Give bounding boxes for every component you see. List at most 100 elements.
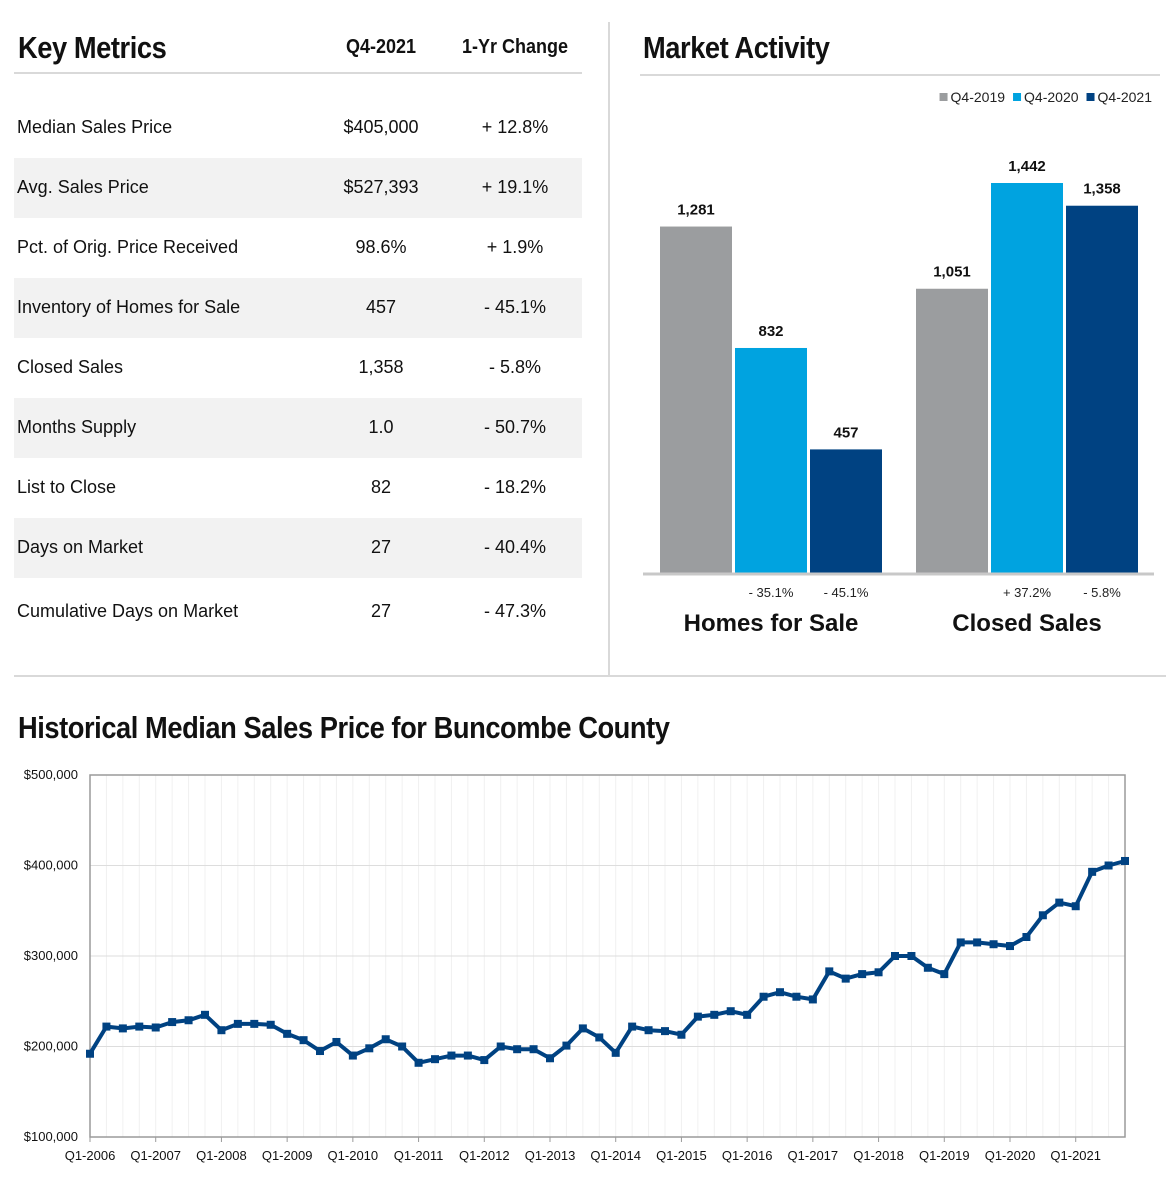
column-header-current: Q4-2021 bbox=[345, 36, 417, 58]
x-tick-label: Q1-2019 bbox=[919, 1148, 970, 1163]
data-point bbox=[644, 1026, 653, 1035]
x-tick-label: Q1-2017 bbox=[788, 1148, 839, 1163]
x-tick-label: Q1-2014 bbox=[590, 1148, 641, 1163]
metric-change: - 45.1% bbox=[483, 297, 547, 317]
metric-label: Closed Sales bbox=[17, 357, 124, 377]
bar-value-label: 1,051 bbox=[933, 264, 971, 281]
x-tick-label: Q1-2018 bbox=[853, 1148, 904, 1163]
data-point bbox=[923, 963, 932, 972]
data-point bbox=[743, 1010, 752, 1019]
data-point bbox=[1071, 902, 1080, 911]
data-point bbox=[463, 1051, 472, 1060]
market-activity-title: Market Activity bbox=[643, 30, 830, 65]
bar bbox=[916, 288, 988, 573]
metric-change: - 40.4% bbox=[483, 537, 547, 557]
data-point bbox=[496, 1042, 505, 1051]
x-tick-label: Q1-2020 bbox=[985, 1148, 1036, 1163]
data-point bbox=[759, 992, 768, 1001]
x-tick-label: Q1-2007 bbox=[130, 1148, 181, 1163]
legend-item: Q4-2021 bbox=[1086, 89, 1153, 105]
data-point bbox=[1038, 911, 1047, 920]
data-point bbox=[1088, 867, 1097, 876]
data-point bbox=[841, 974, 850, 983]
x-tick-label: Q1-2012 bbox=[459, 1148, 510, 1163]
market-activity-panel: Market Activity Q4-2019 Q4-2020 Q4-2021 1,2… bbox=[640, 22, 1160, 662]
data-point bbox=[825, 967, 834, 976]
x-tick-label: Q1-2010 bbox=[328, 1148, 379, 1163]
plot-frame bbox=[89, 774, 1126, 1138]
legend-label: Q4-2019 bbox=[951, 89, 1006, 105]
bar-value-label: 457 bbox=[833, 424, 858, 441]
data-point bbox=[348, 1051, 357, 1060]
data-point bbox=[283, 1029, 292, 1038]
bar-change-label: - 45.1% bbox=[824, 585, 869, 600]
category-label: Homes for Sale bbox=[684, 610, 859, 637]
historical-line-chart: $100,000 $200,000 $300,000 $400,000 $500,000… bbox=[24, 767, 1129, 1163]
bar-change-label: - 35.1% bbox=[749, 585, 794, 600]
metric-label: Months Supply bbox=[17, 417, 137, 437]
data-point bbox=[1006, 942, 1014, 951]
data-point bbox=[332, 1037, 341, 1046]
bar bbox=[660, 226, 732, 573]
data-point bbox=[316, 1047, 324, 1056]
bar-change-label: + 37.2% bbox=[1003, 585, 1052, 600]
data-point bbox=[611, 1048, 620, 1057]
key-metrics-header: Key Metrics Q4-2021 1-Yr Change bbox=[14, 22, 582, 74]
x-tick-label: Q1-2008 bbox=[196, 1148, 247, 1163]
y-tick-label: $500,000 bbox=[24, 767, 78, 782]
data-point bbox=[578, 1024, 587, 1033]
bar bbox=[991, 183, 1063, 573]
data-point bbox=[973, 938, 982, 947]
y-tick-label: $100,000 bbox=[24, 1129, 78, 1144]
metric-value: 98.6% bbox=[355, 237, 407, 257]
data-point bbox=[677, 1030, 686, 1039]
data-point bbox=[726, 1007, 735, 1016]
historical-chart-title: Historical Median Sales Price for Buncom… bbox=[18, 710, 670, 745]
x-tick-label: Q1-2013 bbox=[525, 1148, 576, 1163]
metric-change: + 19.1% bbox=[481, 177, 549, 197]
data-point bbox=[480, 1056, 489, 1065]
legend-item: Q4-2019 bbox=[939, 89, 1006, 105]
metric-change: - 50.7% bbox=[483, 417, 547, 437]
key-metrics-panel: Key Metrics Q4-2021 1-Yr Change Median S… bbox=[14, 22, 582, 621]
table-row: Inventory of Homes for Sale 457 - 45.1% bbox=[14, 278, 582, 338]
metric-value: $527,393 bbox=[343, 177, 419, 197]
legend-label: Q4-2020 bbox=[1024, 89, 1079, 105]
data-point bbox=[299, 1036, 308, 1045]
table-row: Pct. of Orig. Price Received 98.6% + 1.9… bbox=[14, 218, 582, 278]
data-point bbox=[808, 995, 817, 1004]
data-point bbox=[398, 1042, 407, 1051]
bar bbox=[735, 347, 807, 573]
data-point bbox=[513, 1045, 522, 1054]
data-point bbox=[118, 1024, 127, 1033]
category-label: Closed Sales bbox=[952, 610, 1101, 637]
data-point bbox=[891, 952, 899, 960]
data-point bbox=[562, 1041, 571, 1050]
legend-item: Q4-2020 bbox=[1013, 89, 1079, 105]
data-point bbox=[86, 1049, 94, 1058]
data-point bbox=[447, 1051, 456, 1060]
x-tick-label: Q1-2021 bbox=[1050, 1148, 1101, 1163]
metric-label: Inventory of Homes for Sale bbox=[17, 297, 241, 317]
bar-value-label: 832 bbox=[758, 323, 783, 340]
data-point bbox=[546, 1054, 554, 1063]
legend-swatch bbox=[1086, 93, 1095, 101]
table-row: Avg. Sales Price $527,393 + 19.1% bbox=[14, 158, 582, 218]
metric-change: + 1.9% bbox=[486, 237, 544, 257]
metric-value: 27 bbox=[370, 537, 392, 557]
data-point bbox=[792, 992, 801, 1001]
legend-label: Q4-2021 bbox=[1098, 89, 1153, 105]
table-row: Days on Market 27 - 40.4% bbox=[14, 518, 582, 578]
metric-value: 457 bbox=[365, 297, 397, 317]
table-row: Months Supply 1.0 - 50.7% bbox=[14, 398, 582, 458]
metric-change: - 47.3% bbox=[483, 601, 547, 621]
data-point bbox=[989, 940, 998, 949]
key-metrics-title: Key Metrics bbox=[18, 30, 167, 65]
data-point bbox=[102, 1022, 111, 1031]
metric-value: 1.0 bbox=[368, 417, 394, 437]
data-point bbox=[661, 1027, 669, 1036]
metric-label: Cumulative Days on Market bbox=[17, 601, 239, 621]
data-point bbox=[266, 1020, 275, 1029]
vertical-divider bbox=[608, 22, 610, 676]
data-point bbox=[1022, 932, 1031, 941]
